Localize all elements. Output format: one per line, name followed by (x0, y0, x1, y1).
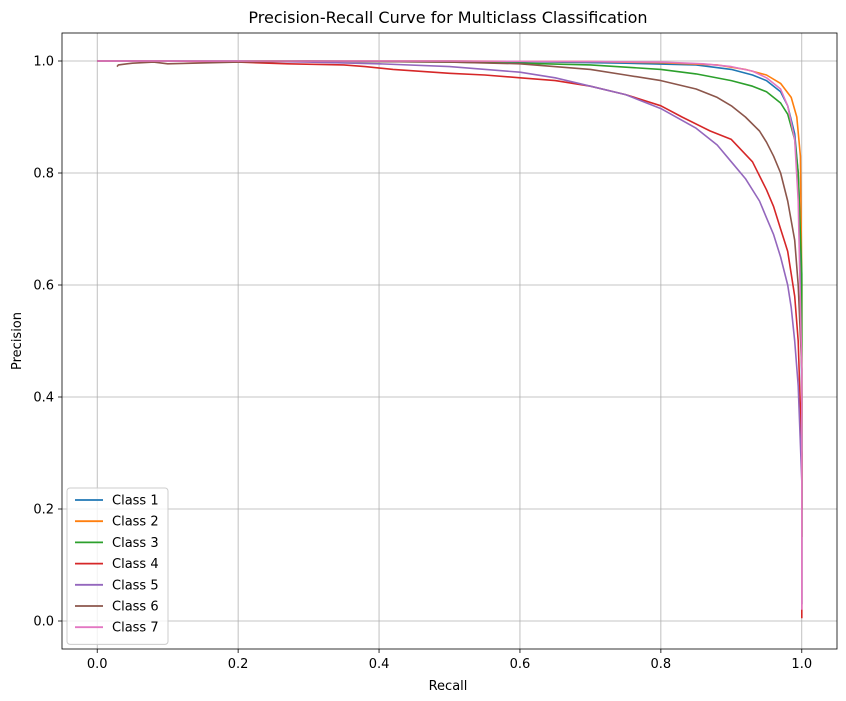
legend-label: Class 1 (112, 494, 159, 509)
y-axis-label: Precision (10, 312, 25, 370)
y-tick-label: 1.0 (33, 55, 54, 70)
y-tick-label: 0.4 (33, 391, 54, 406)
x-tick-label: 0.6 (510, 657, 531, 672)
legend-label: Class 4 (112, 557, 159, 572)
y-tick-label: 0.6 (33, 279, 54, 294)
chart-title: Precision-Recall Curve for Multiclass Cl… (248, 8, 647, 27)
x-tick-label: 1.0 (791, 657, 812, 672)
plot-frame (61, 32, 838, 650)
legend-label: Class 7 (112, 621, 159, 636)
legend-label: Class 5 (112, 578, 159, 593)
legend: Class 1 Class 2 Class 3 Class 4 Class 5 Class… (66, 487, 169, 645)
legend-label: Class 2 (112, 515, 159, 530)
x-tick-label: 0.2 (228, 657, 249, 672)
x-tick-label: 0.8 (651, 657, 672, 672)
y-tick-label: 0.0 (33, 615, 54, 630)
y-tick-label: 0.8 (33, 167, 54, 182)
x-tick-label: 0.0 (87, 657, 108, 672)
x-axis-label: Recall (429, 679, 468, 694)
axis-ticks: 0.0 0.2 0.4 0.6 0.8 1.0 0.0 0.2 0.4 0.6 0.8 1.0 (33, 55, 812, 673)
series-line-class-5 (97, 60, 803, 605)
legend-label: Class 6 (112, 600, 159, 615)
series-line-class-7 (97, 60, 803, 610)
y-tick-label: 0.2 (33, 503, 54, 518)
x-tick-label: 0.4 (369, 657, 390, 672)
grid (62, 33, 837, 649)
series-line-class-4 (97, 60, 803, 619)
series-line-class-6 (116, 60, 803, 509)
plot-series (97, 60, 803, 619)
legend-label: Class 3 (112, 536, 159, 551)
